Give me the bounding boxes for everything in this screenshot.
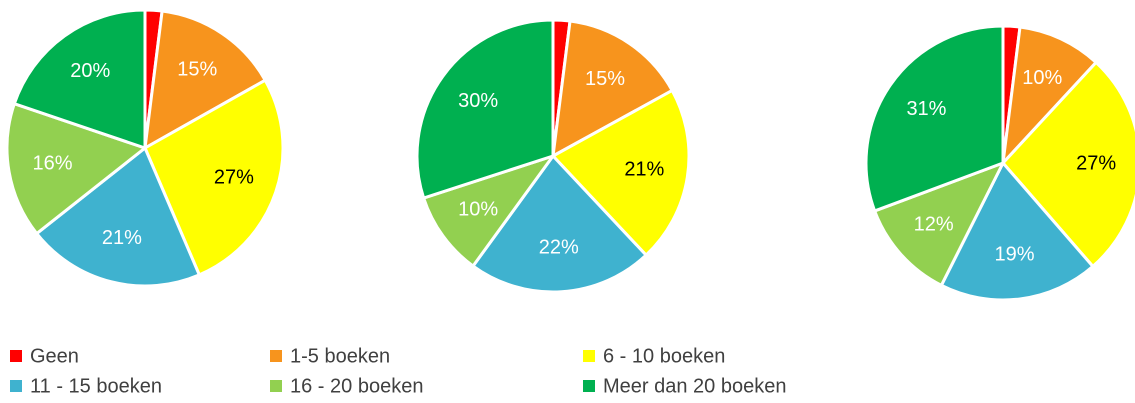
pie-slice bbox=[550, 88, 691, 258]
legend-swatch bbox=[270, 350, 282, 362]
data-label: 31% bbox=[906, 98, 946, 120]
data-label: 30% bbox=[458, 90, 498, 112]
data-label: 21% bbox=[102, 227, 142, 249]
legend-label: Geen bbox=[30, 345, 79, 367]
data-label: 27% bbox=[1076, 153, 1116, 175]
pie-slice bbox=[1000, 25, 1099, 168]
legend-label: 1-5 boeken bbox=[290, 345, 390, 367]
legend-swatch bbox=[270, 380, 282, 392]
pie-slice bbox=[939, 160, 1095, 302]
data-label: 21% bbox=[624, 159, 664, 181]
legend-label: 11 - 15 boeken bbox=[30, 375, 162, 397]
pie-slice bbox=[470, 153, 649, 294]
legend-swatch bbox=[10, 350, 22, 362]
data-label: 19% bbox=[995, 244, 1035, 266]
data-label: 20% bbox=[70, 60, 110, 82]
data-label: 22% bbox=[539, 237, 579, 259]
legend-label: 6 - 10 boeken bbox=[603, 345, 725, 367]
legend-swatch bbox=[583, 380, 595, 392]
pie-slice bbox=[34, 145, 202, 288]
legend-label: 16 - 20 boeken bbox=[290, 375, 423, 397]
pie-slice bbox=[5, 101, 149, 236]
data-label: 15% bbox=[177, 58, 217, 80]
pie-slice bbox=[872, 160, 1007, 288]
legend-label: Meer dan 20 boeken bbox=[603, 375, 786, 397]
pie-slice bbox=[1000, 60, 1135, 269]
pie-slice bbox=[143, 9, 268, 151]
pie-slice bbox=[12, 8, 147, 151]
legend-swatch bbox=[10, 380, 22, 392]
pie-slice bbox=[551, 19, 675, 159]
data-label: 12% bbox=[914, 213, 954, 235]
pie-slice bbox=[415, 18, 555, 200]
pie-slice bbox=[864, 24, 1005, 213]
data-label: 16% bbox=[33, 152, 73, 174]
data-label: 15% bbox=[585, 68, 625, 90]
data-label: 10% bbox=[1022, 67, 1062, 89]
data-label: 10% bbox=[458, 199, 498, 221]
legend-swatch bbox=[583, 350, 595, 362]
data-label: 27% bbox=[214, 166, 254, 188]
pie-slice bbox=[421, 153, 557, 269]
